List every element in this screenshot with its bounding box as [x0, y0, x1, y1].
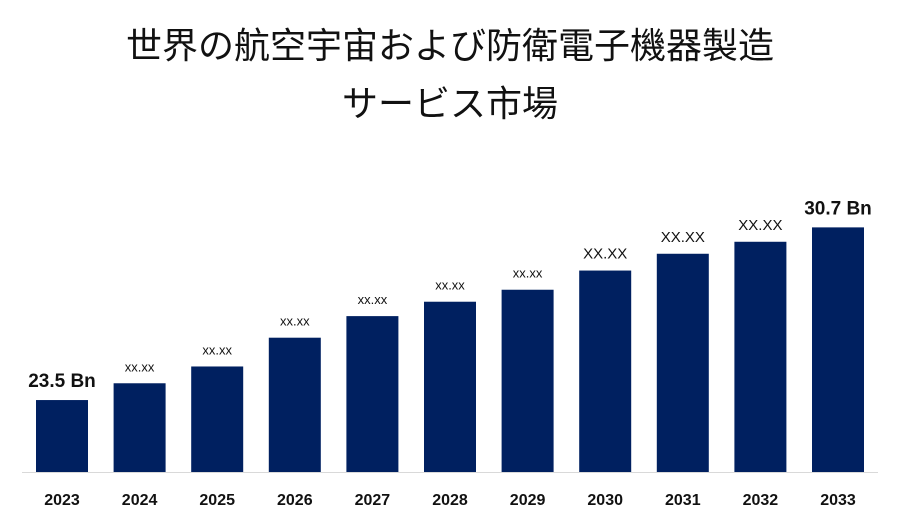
- chart-title-line-1: 世界の航空宇宙および防衛電子機器製造: [125, 26, 774, 67]
- x-tick-2027: 2027: [355, 492, 391, 509]
- value-label-2028: xx.xx: [435, 278, 465, 293]
- value-label-2023: 23.5 Bn: [28, 371, 96, 392]
- value-label-2032: XX.XX: [738, 217, 782, 234]
- x-tick-2029: 2029: [510, 492, 546, 509]
- value-label-2033: 30.7 Bn: [804, 198, 872, 219]
- bar-2024: [113, 383, 166, 472]
- value-label-2026: xx.xx: [280, 314, 310, 329]
- bar-2033: [812, 227, 864, 472]
- value-label-2031: XX.XX: [661, 229, 705, 246]
- bar-2023: [36, 400, 88, 472]
- chart-title: 世界の航空宇宙および防衛電子機器製造 サービス市場: [0, 18, 900, 134]
- value-label-2030: XX.XX: [583, 246, 627, 263]
- bar-2028: [424, 301, 476, 472]
- x-tick-2032: 2032: [743, 492, 779, 509]
- x-tick-2031: 2031: [665, 492, 701, 509]
- value-label-2025: xx.xx: [202, 342, 232, 357]
- x-tick-2033: 2033: [820, 492, 856, 509]
- value-label-2027: xx.xx: [358, 292, 388, 307]
- x-tick-2025: 2025: [199, 492, 235, 509]
- bar-2025: [191, 366, 244, 472]
- bar-2026: [268, 337, 321, 472]
- bar-2032: [734, 241, 787, 472]
- x-tick-2026: 2026: [277, 492, 313, 509]
- value-label-2029: xx.xx: [513, 266, 543, 281]
- bar-2031: [656, 253, 709, 472]
- chart-title-line-2: サービス市場: [341, 84, 558, 125]
- x-tick-2030: 2030: [587, 492, 623, 509]
- x-tick-2024: 2024: [122, 492, 158, 509]
- bar-2027: [346, 316, 399, 472]
- x-tick-2028: 2028: [432, 492, 468, 509]
- value-label-2024: xx.xx: [125, 359, 155, 374]
- bar-2029: [501, 289, 554, 472]
- bar-2030: [579, 270, 632, 472]
- x-tick-2023: 2023: [44, 492, 80, 509]
